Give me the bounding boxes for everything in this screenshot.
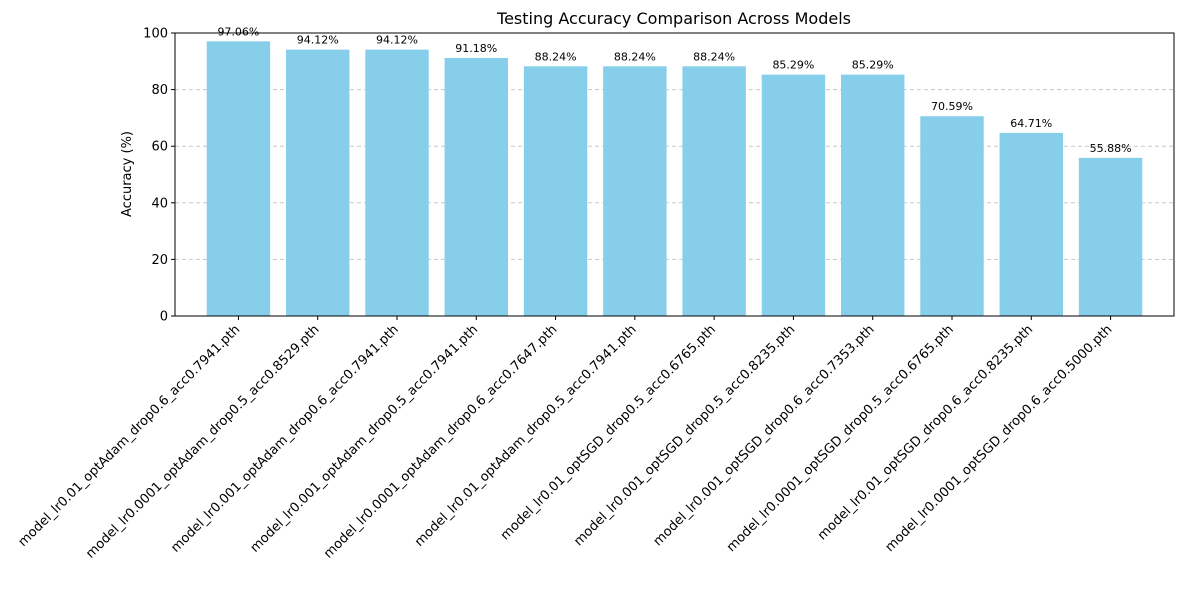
y-tick-label: 80 bbox=[151, 83, 168, 98]
bar bbox=[999, 132, 1063, 316]
bar bbox=[365, 49, 429, 316]
bar bbox=[920, 116, 984, 316]
bar-value-label: 70.59% bbox=[931, 100, 973, 113]
bar bbox=[841, 74, 905, 316]
bar bbox=[761, 74, 826, 316]
bar bbox=[1078, 157, 1143, 316]
bar bbox=[206, 41, 271, 317]
y-tick-label: 100 bbox=[143, 27, 168, 42]
bar bbox=[523, 66, 588, 317]
y-tick-label: 0 bbox=[160, 310, 168, 325]
bars bbox=[206, 41, 1143, 317]
y-axis-ticks: 0 20 40 60 80 100 bbox=[143, 27, 175, 325]
y-tick-label: 20 bbox=[151, 253, 168, 268]
bar-value-label: 88.24% bbox=[614, 50, 656, 63]
bar-value-label: 55.88% bbox=[1090, 142, 1132, 155]
bar bbox=[286, 49, 350, 316]
bar-value-label: 88.24% bbox=[535, 50, 577, 63]
bar bbox=[444, 57, 508, 316]
bar-value-label: 88.24% bbox=[693, 50, 735, 63]
grid-lines bbox=[175, 89, 1174, 260]
bar-value-label: 97.06% bbox=[217, 25, 259, 38]
y-tick-label: 40 bbox=[151, 196, 168, 211]
bar-value-label: 94.12% bbox=[376, 34, 418, 47]
y-axis-label: Accuracy (%) bbox=[120, 131, 135, 217]
bar bbox=[603, 66, 667, 317]
bar-value-label: 91.18% bbox=[455, 42, 497, 55]
bar-value-label: 85.29% bbox=[852, 59, 894, 72]
y-tick-label: 60 bbox=[151, 140, 168, 155]
data-labels: 97.06% 94.12% 94.12% 91.18% 88.24% 88.24% 88.2… bbox=[217, 25, 1131, 155]
chart-title: Testing Accuracy Comparison Across Model… bbox=[496, 9, 851, 28]
bar-value-label: 94.12% bbox=[297, 34, 339, 47]
plot-frame bbox=[174, 32, 1175, 317]
bar-value-label: 64.71% bbox=[1010, 117, 1052, 130]
bar-value-label: 85.29% bbox=[772, 59, 814, 72]
x-axis-ticks: model_lr0.01_optAdam_drop0.6_acc0.7941.p… bbox=[16, 316, 1115, 562]
bar bbox=[682, 66, 746, 317]
